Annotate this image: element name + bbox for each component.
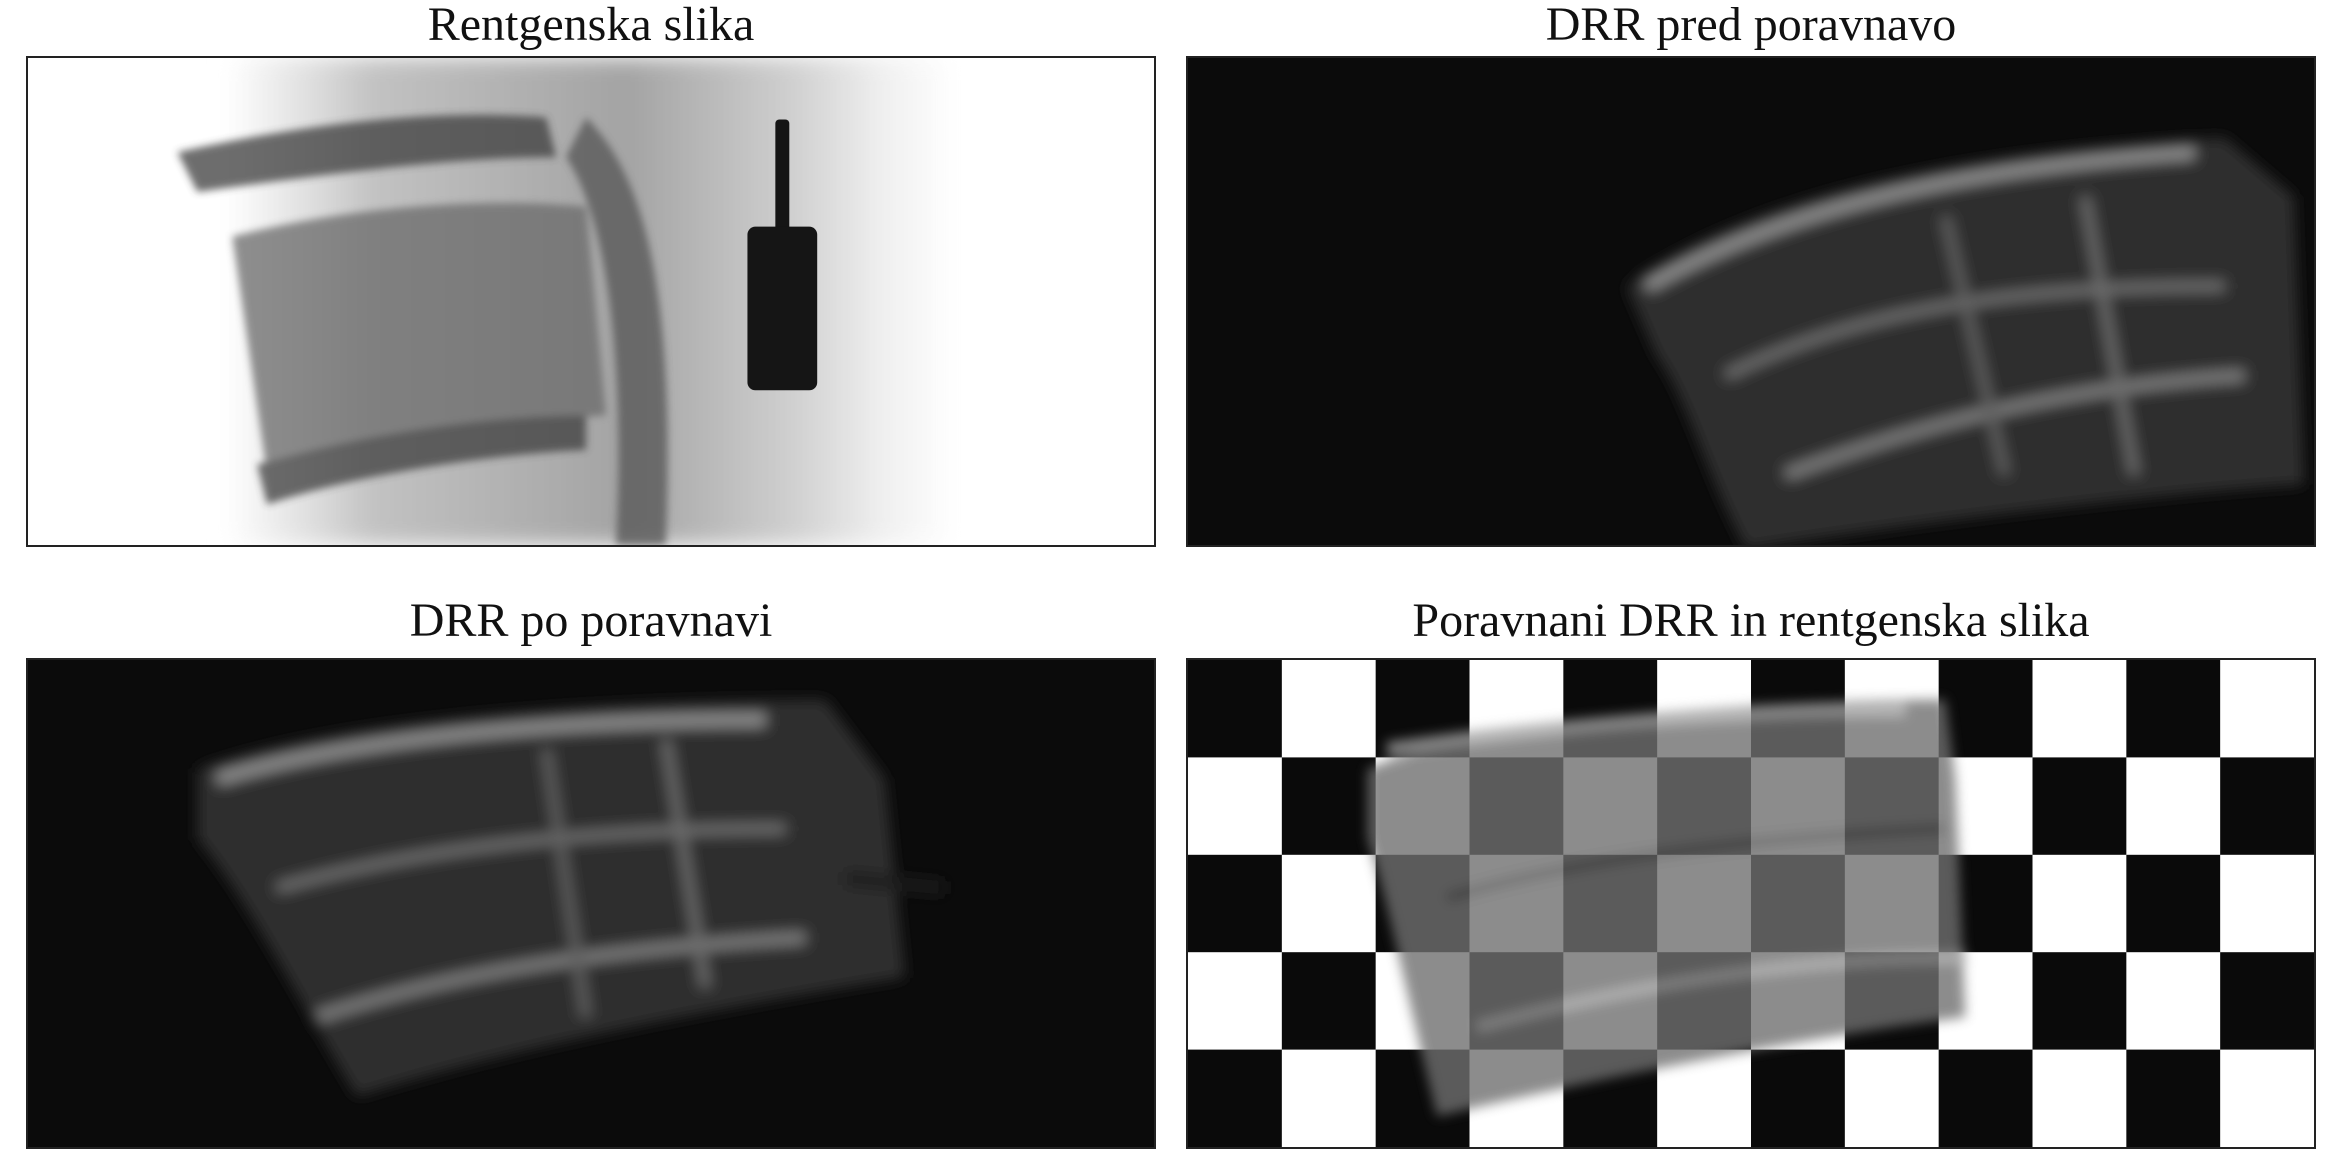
checker-cell [1188,757,1283,856]
checker-cell [2126,952,2221,1051]
xray-image [26,56,1156,547]
checkerboard-overlay-image [1186,658,2316,1149]
checker-cell [2032,952,2127,1051]
checker-cell [2220,952,2314,1051]
drr-before-image [1186,56,2316,547]
overlay-anatomy [1367,699,1966,1117]
drr-after-image [26,658,1156,1149]
checker-cell [1844,1049,1940,1147]
checker-cell [1657,1049,1752,1147]
checker-cell [2126,1049,2221,1147]
panel-title-overlay: Poravnani DRR in rentgenska slika [1412,594,2090,647]
checker-cell [2126,757,2221,856]
panel-title-drr-after: DRR po poravnavi [409,594,773,647]
checker-cell [1938,660,2033,758]
checker-cell [2032,1049,2127,1147]
checker-cell [1188,952,1283,1051]
checker-cell [1938,1049,2033,1147]
panel-title-drr-before: DRR pred poravnavo [1545,0,1957,51]
checker-cell [2032,757,2127,856]
checker-cell [1281,660,1377,758]
checker-cell [1281,1049,1377,1147]
checker-cell [2126,854,2221,953]
checker-cell [2220,757,2314,856]
checker-cell [1281,952,1377,1051]
checker-cell [2032,854,2127,953]
checker-cell [2220,660,2314,758]
checker-cell [2220,854,2314,953]
checker-cell [1188,854,1283,953]
panel-title-xray: Rentgenska slika [427,0,755,51]
checker-cell [2126,660,2221,758]
checker-cell [1188,660,1283,758]
checker-cell [1281,854,1377,953]
checker-cell [1188,1049,1283,1147]
checker-cell [1751,1049,1846,1147]
checker-cell [2220,1049,2314,1147]
marker-shape [747,119,818,391]
checker-cell [1281,757,1377,856]
checker-cell [2032,660,2127,758]
